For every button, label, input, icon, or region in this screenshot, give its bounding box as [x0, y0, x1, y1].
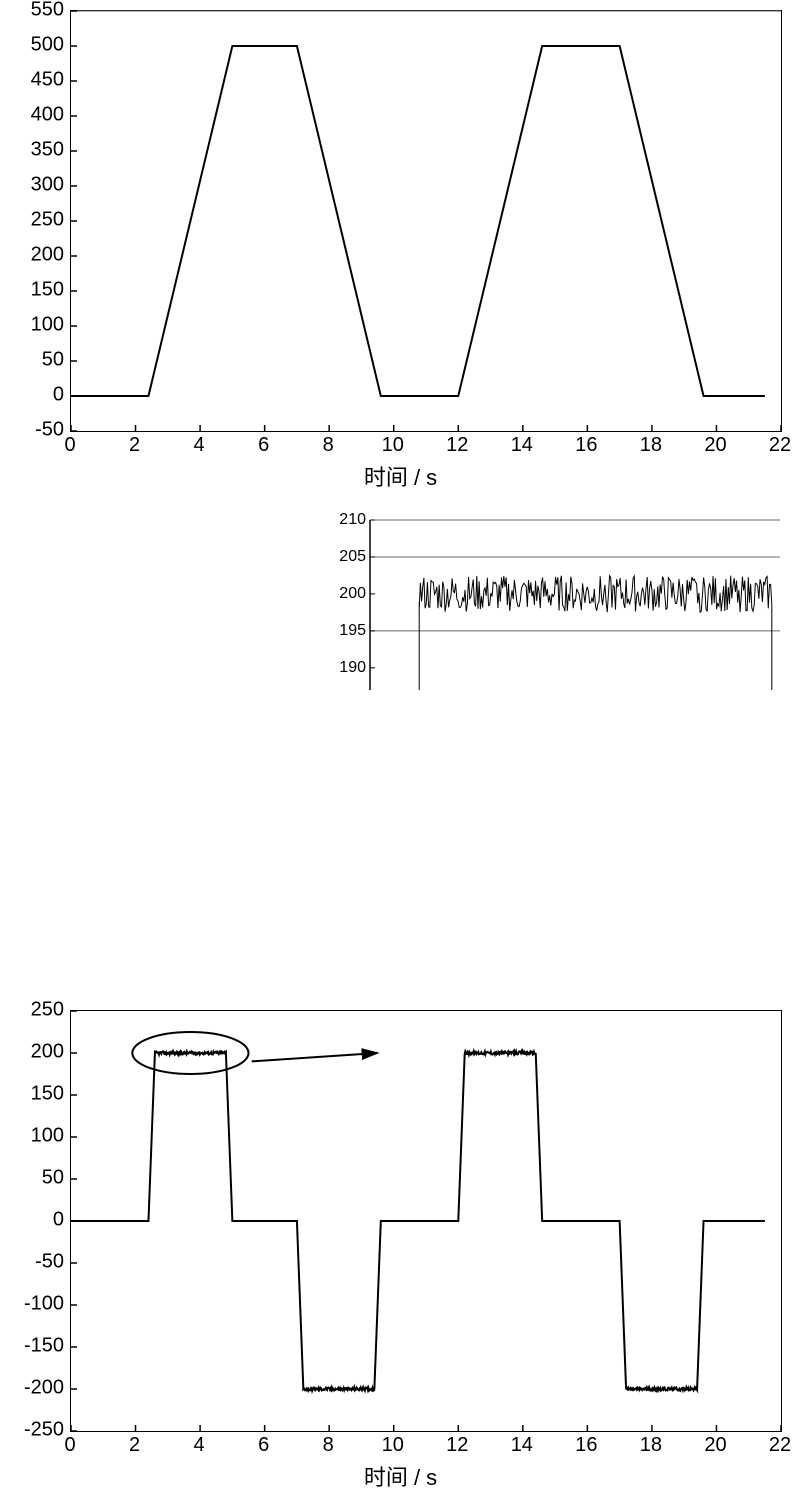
bottom-xtick-label: 0: [64, 1434, 75, 1457]
bottom-ytick-label: 50: [42, 1167, 64, 1190]
bottom-xtick-label: 2: [129, 1434, 140, 1457]
figure-root: -50050100150200250300350400450500550 024…: [0, 0, 801, 1000]
inset-ytick-label: 210: [339, 511, 366, 529]
bottom-xtick-label: 6: [258, 1434, 269, 1457]
bottom-xtick-label: 14: [511, 1434, 533, 1457]
top-xtick-label: 22: [769, 434, 791, 457]
top-chart-plot-area: [70, 10, 782, 432]
top-xtick-label: 16: [575, 434, 597, 457]
top-xtick-label: 2: [129, 434, 140, 457]
top-ytick-label: -50: [35, 419, 64, 442]
top-chart-panel: -50050100150200250300350400450500550 024…: [0, 0, 801, 490]
top-chart-xlabel: 时间 / s: [0, 460, 801, 492]
bottom-xtick-label: 10: [382, 1434, 404, 1457]
inset-ytick-label: 190: [339, 659, 366, 677]
bottom-ytick-label: 0: [53, 1209, 64, 1232]
top-xtick-label: 20: [704, 434, 726, 457]
inset-ytick-label: 205: [339, 548, 366, 566]
bottom-chart-plot-area: [70, 1010, 782, 1432]
bottom-xtick-label: 20: [704, 1434, 726, 1457]
top-xtick-label: 8: [323, 434, 334, 457]
top-ytick-label: 150: [31, 279, 64, 302]
top-ytick-label: 300: [31, 174, 64, 197]
inset-ytick-label: 200: [339, 585, 366, 603]
bottom-ytick-label: -100: [24, 1293, 64, 1316]
bottom-xtick-label: 4: [194, 1434, 205, 1457]
top-xtick-label: 10: [382, 434, 404, 457]
bottom-ytick-label: 200: [31, 1041, 64, 1064]
top-xtick-label: 0: [64, 434, 75, 457]
top-xtick-label: 18: [640, 434, 662, 457]
bottom-xtick-label: 8: [323, 1434, 334, 1457]
bottom-ytick-label: 250: [31, 999, 64, 1022]
top-ytick-label: 400: [31, 104, 64, 127]
top-ytick-label: 0: [53, 384, 64, 407]
bottom-xtick-label: 16: [575, 1434, 597, 1457]
bottom-ytick-label: -50: [35, 1251, 64, 1274]
top-ytick-label: 50: [42, 349, 64, 372]
top-ytick-label: 500: [31, 34, 64, 57]
top-ytick-label: 100: [31, 314, 64, 337]
top-ytick-label: 550: [31, 0, 64, 22]
bottom-ytick-label: 150: [31, 1083, 64, 1106]
bottom-ytick-label: -150: [24, 1335, 64, 1358]
top-ytick-label: 350: [31, 139, 64, 162]
bottom-chart-xlabel: 时间 / s: [0, 1460, 801, 1492]
top-ytick-label: 200: [31, 244, 64, 267]
top-xtick-label: 4: [194, 434, 205, 457]
top-xtick-label: 6: [258, 434, 269, 457]
top-ytick-label: 250: [31, 209, 64, 232]
top-xtick-label: 12: [446, 434, 468, 457]
bottom-xtick-label: 18: [640, 1434, 662, 1457]
bottom-ytick-label: -200: [24, 1377, 64, 1400]
bottom-ytick-label: 100: [31, 1125, 64, 1148]
inset-ytick-label: 195: [339, 622, 366, 640]
bottom-ytick-label: -250: [24, 1419, 64, 1442]
top-xtick-label: 14: [511, 434, 533, 457]
bottom-xtick-label: 22: [769, 1434, 791, 1457]
bottom-xtick-label: 12: [446, 1434, 468, 1457]
top-ytick-label: 450: [31, 69, 64, 92]
inset-chart-plot-area: [370, 520, 780, 690]
